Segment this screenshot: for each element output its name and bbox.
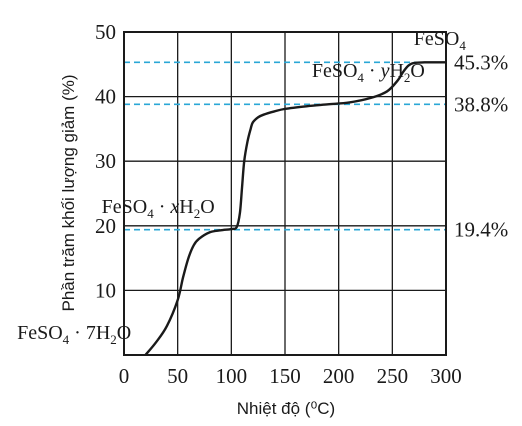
annotation-part: H bbox=[179, 196, 193, 218]
reference-label: 19.4% bbox=[454, 218, 508, 242]
annotation-part: 2 bbox=[404, 70, 411, 85]
annotation-feso4: FeSO4 bbox=[414, 28, 467, 53]
x-tick-label: 300 bbox=[430, 364, 462, 388]
x-tick-label: 150 bbox=[269, 364, 301, 388]
annotation-feso4-yh2o: FeSO4 · yH2O bbox=[312, 60, 425, 85]
y-tick-label: 20 bbox=[95, 214, 116, 238]
y-tick-label: 40 bbox=[95, 85, 116, 109]
y-tick-label: 30 bbox=[95, 149, 116, 173]
annotation-part: · bbox=[154, 196, 171, 218]
y-axis-label: Phần trăm khối lượng giảm (%) bbox=[59, 74, 78, 311]
annotation-part: FeSO bbox=[102, 196, 148, 218]
annotation-part: 4 bbox=[147, 206, 154, 221]
annotation-part: H bbox=[389, 60, 403, 82]
series-line bbox=[144, 61, 446, 356]
annotation-feso4-xh2o: FeSO4 · xH2O bbox=[102, 196, 215, 221]
annotation-part: · bbox=[364, 60, 381, 82]
x-axis-label: Nhiệt độ (⁰C) bbox=[237, 399, 335, 418]
annotation-part: FeSO bbox=[414, 28, 460, 50]
annotation-part: 7H bbox=[86, 322, 110, 344]
x-tick-label: 0 bbox=[119, 364, 130, 388]
x-tick-label: 100 bbox=[216, 364, 248, 388]
annotation-part: x bbox=[169, 196, 179, 218]
annotation-part: FeSO bbox=[17, 322, 63, 344]
annotation-part: 4 bbox=[63, 332, 70, 347]
reference-label: 38.8% bbox=[454, 92, 508, 116]
plot-frame bbox=[123, 31, 447, 356]
reference-lines bbox=[124, 61, 446, 231]
x-tick-label: 50 bbox=[167, 364, 188, 388]
x-tick-label: 250 bbox=[377, 364, 409, 388]
x-tick-labels: 0 50 100 150 200 250 300 bbox=[119, 364, 462, 388]
annotation-part: O bbox=[117, 322, 131, 344]
reference-labels: 45.3% 38.8% 19.4% bbox=[454, 50, 508, 241]
annotation-part: 2 bbox=[110, 332, 117, 347]
reference-label: 45.3% bbox=[454, 50, 508, 74]
annotation-part: 4 bbox=[357, 70, 364, 85]
annotation-part: 4 bbox=[459, 38, 466, 53]
x-tick-label: 200 bbox=[323, 364, 355, 388]
annotation-part: O bbox=[200, 196, 214, 218]
annotation-part: FeSO bbox=[312, 60, 358, 82]
y-tick-labels: 10 20 30 40 50 bbox=[95, 20, 116, 302]
y-tick-label: 10 bbox=[95, 278, 116, 302]
annotation-part: O bbox=[410, 60, 424, 82]
annotation-part: 2 bbox=[194, 206, 201, 221]
annotation-part: y bbox=[379, 60, 390, 82]
annotation-feso4-7h2o: FeSO4 · 7H2O bbox=[17, 322, 131, 347]
y-tick-label: 50 bbox=[95, 20, 116, 44]
annotation-part: · bbox=[69, 322, 86, 344]
